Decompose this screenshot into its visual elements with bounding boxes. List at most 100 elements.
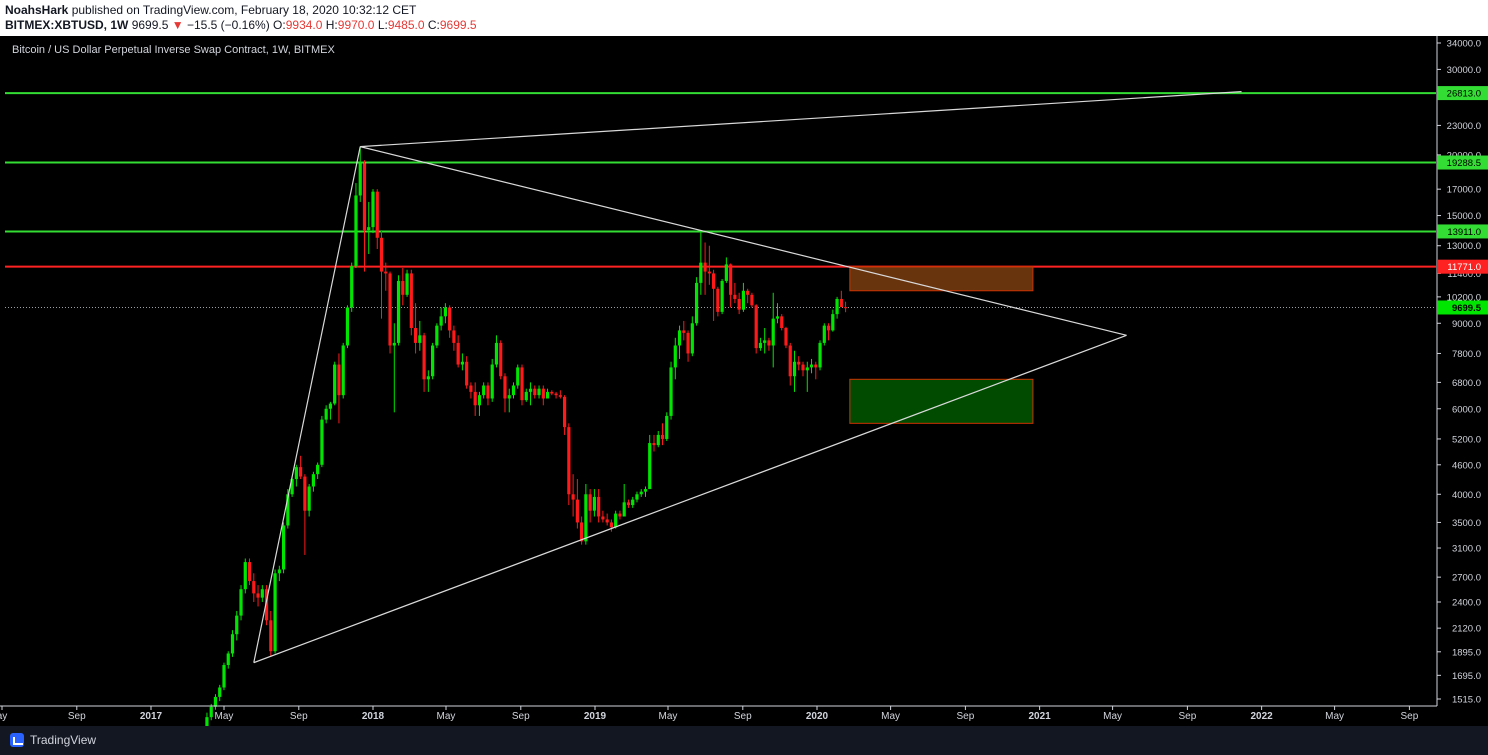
price-tick-label: 17000.0 — [1447, 185, 1481, 196]
candle-body — [835, 298, 839, 315]
candle-body — [699, 262, 703, 283]
candle-body — [614, 513, 618, 528]
time-tick-label: May — [659, 711, 678, 722]
candle-body — [580, 522, 584, 542]
candle-body — [792, 361, 797, 377]
candle-body — [567, 427, 571, 495]
candle-body — [367, 227, 371, 231]
candle-body — [426, 376, 430, 380]
candle-body — [456, 342, 460, 365]
chart-title: Bitcoin / US Dollar Perpetual Inverse Sw… — [12, 44, 335, 56]
candle-body — [690, 323, 694, 354]
candle-body — [656, 434, 660, 446]
candle-body — [337, 364, 341, 396]
price-tick-label: 9000.0 — [1452, 319, 1481, 330]
high-label: H: — [325, 18, 338, 32]
price-tick-label: 1895.0 — [1452, 647, 1481, 658]
candle-body — [618, 513, 622, 517]
candle-body — [316, 464, 320, 475]
candle-body — [418, 335, 422, 343]
candle-body — [375, 191, 379, 238]
level-price-tag-label: 13911.0 — [1447, 227, 1481, 238]
candle-body — [652, 443, 656, 446]
candle-body — [554, 393, 558, 396]
price-tick-label: 13000.0 — [1447, 241, 1481, 252]
level-price-tag — [1437, 86, 1488, 101]
chart-area[interactable]: Bitcoin / US Dollar Perpetual Inverse Sw… — [0, 36, 1488, 740]
candle-body — [541, 388, 545, 399]
candle-body — [371, 191, 375, 228]
candle-body — [277, 569, 281, 574]
candle-body — [686, 332, 690, 354]
candle-body — [677, 330, 682, 346]
candle-body — [750, 294, 754, 306]
candle-body — [788, 345, 792, 377]
time-tick-label: May — [1325, 711, 1344, 722]
candle-body — [281, 525, 286, 570]
candle-body — [256, 593, 260, 598]
candle-body — [826, 325, 831, 331]
candle-body — [511, 385, 516, 396]
candle-body — [379, 237, 384, 272]
price-tick-label: 2120.0 — [1452, 624, 1481, 635]
price-chart[interactable]: Bitcoin / US Dollar Perpetual Inverse Sw… — [0, 36, 1488, 740]
time-tick-label: Sep — [1179, 711, 1197, 722]
candle-body — [562, 396, 567, 428]
candle-body — [354, 195, 358, 267]
candle-body — [528, 388, 533, 392]
candle-body — [601, 516, 605, 520]
price-tick-label: 15000.0 — [1447, 211, 1481, 222]
candle-body — [405, 273, 409, 295]
candle-body — [358, 163, 362, 196]
candle-body — [609, 522, 614, 528]
candle-body — [729, 264, 733, 295]
symbol-label: BITMEX:XBTUSD, 1W — [5, 18, 129, 32]
candle-body — [724, 264, 728, 281]
time-axis[interactable]: ay Sep 2017 May Sep 2018 May Sep 2019 May Sep 2020 M… — [0, 705, 1437, 722]
candle-body — [486, 385, 490, 399]
candle-body — [626, 502, 631, 506]
price-tick-label: 30000.0 — [1447, 65, 1481, 76]
tradingview-logo[interactable]: TradingView — [10, 733, 96, 747]
price-tick-label: 10200.0 — [1447, 292, 1481, 303]
trendline — [360, 146, 1127, 336]
candle-body — [209, 706, 213, 718]
candle-body — [771, 318, 775, 346]
candle-body — [490, 364, 494, 399]
candle-body — [550, 391, 554, 394]
candle-body — [537, 388, 541, 396]
candle-body — [584, 494, 588, 542]
candle-body — [707, 271, 711, 274]
candle-body — [533, 388, 537, 396]
candle-body — [396, 280, 401, 343]
candle-body — [239, 589, 243, 616]
time-tick-label: 2022 — [1250, 711, 1273, 722]
time-tick-label: 2020 — [806, 711, 829, 722]
horizontal-levels — [5, 92, 1436, 308]
price-tick-label: 5200.0 — [1452, 434, 1481, 445]
candle-body — [712, 273, 716, 289]
publish-info: published on TradingView.com, February 1… — [71, 3, 417, 17]
price-axis[interactable]: 34000.030000.023000.020000.017000.015000… — [1436, 36, 1488, 726]
candle-body — [469, 385, 473, 392]
candle-body — [235, 615, 239, 635]
candle-body — [350, 266, 354, 308]
high-value: 9970.0 — [337, 18, 375, 32]
candle-body — [269, 620, 273, 652]
candle-body — [392, 342, 396, 346]
candle-body — [401, 280, 405, 295]
level-price-tag — [1437, 155, 1488, 170]
trendline — [253, 334, 1127, 664]
candle-body — [805, 367, 809, 371]
down-arrow-icon: ▼ — [171, 18, 184, 32]
candle-body — [635, 494, 639, 500]
candle-body — [592, 496, 596, 511]
close-value: 9699.5 — [439, 18, 477, 32]
brand-name: TradingView — [30, 733, 97, 747]
candle-body — [213, 696, 218, 707]
candle-body — [384, 271, 388, 274]
author-name[interactable]: NoahsHark — [5, 3, 69, 17]
candle-body — [260, 589, 264, 598]
candle-body — [494, 342, 499, 365]
candle-body — [435, 325, 439, 346]
